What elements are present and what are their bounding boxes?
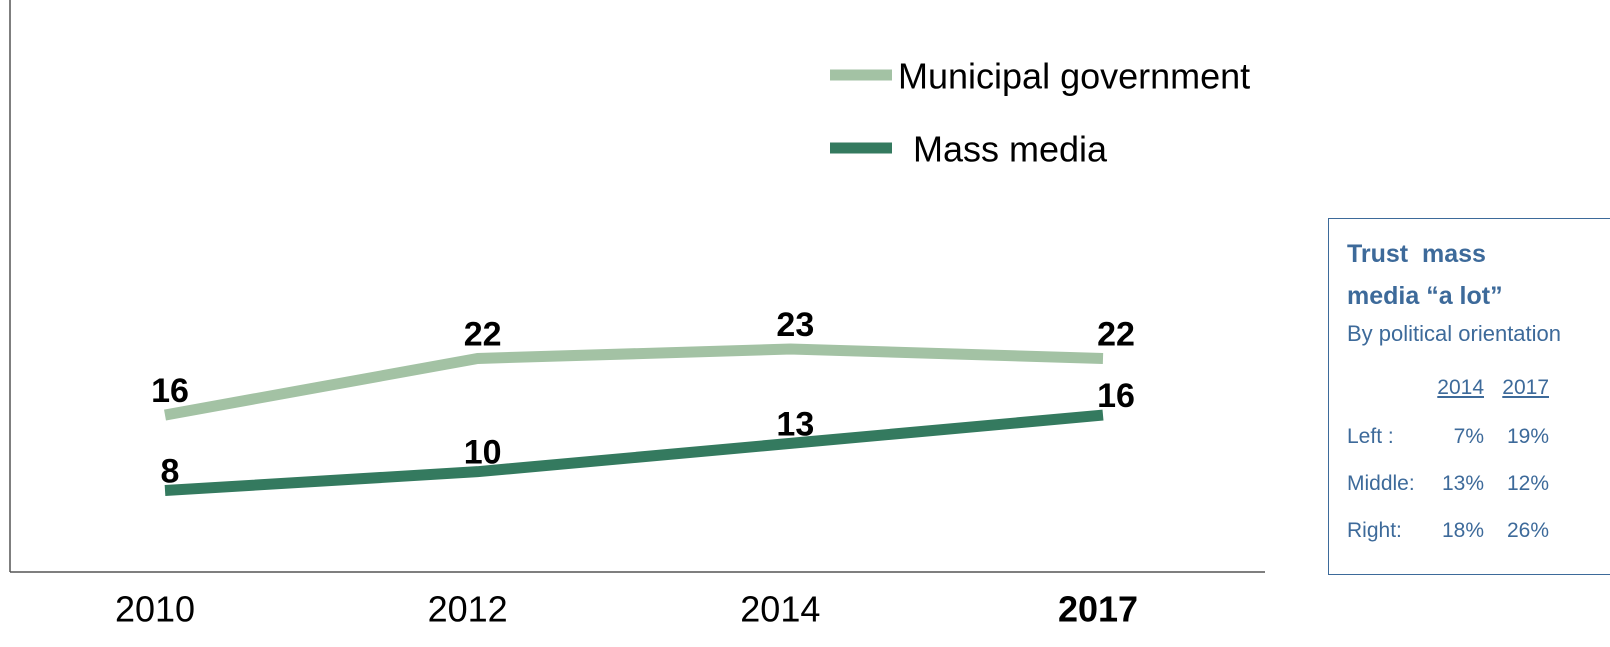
data-label: 22 (464, 315, 502, 353)
data-label: 22 (1097, 315, 1135, 353)
data-label: 10 (464, 434, 502, 472)
legend-label: Municipal government (898, 56, 1250, 97)
row-label: Left : (1347, 425, 1394, 448)
row-label: Right: (1347, 519, 1402, 542)
x-tick-label: 2017 (1058, 589, 1138, 630)
data-label: 8 (161, 453, 180, 491)
data-label: 16 (151, 372, 189, 410)
series-line (164, 343, 1104, 421)
x-tick-label: 2012 (428, 589, 508, 630)
table-subtitle: By political orientation (1347, 321, 1562, 346)
column-header: 2017 (1502, 376, 1549, 399)
column-header: 2014 (1437, 376, 1484, 399)
x-tick-label: 2014 (740, 589, 820, 630)
cell: 7% (1453, 425, 1484, 448)
table-title: Trust mass media “a lot” (1347, 240, 1503, 310)
data-label: 13 (776, 405, 814, 443)
cell: 19% (1506, 425, 1549, 448)
data-label: 23 (776, 306, 814, 344)
cell: 26% (1506, 519, 1549, 542)
cell: 18% (1441, 519, 1484, 542)
cell: 12% (1506, 472, 1549, 495)
data-label: 16 (1097, 377, 1135, 415)
row-label: Middle: (1347, 472, 1415, 495)
cell: 13% (1441, 472, 1484, 495)
series-line (164, 409, 1104, 497)
side-table: Trust mass media “a lot” By political or… (1328, 218, 1610, 575)
x-tick-label: 2010 (115, 589, 195, 630)
legend-label: Mass media (913, 129, 1108, 170)
